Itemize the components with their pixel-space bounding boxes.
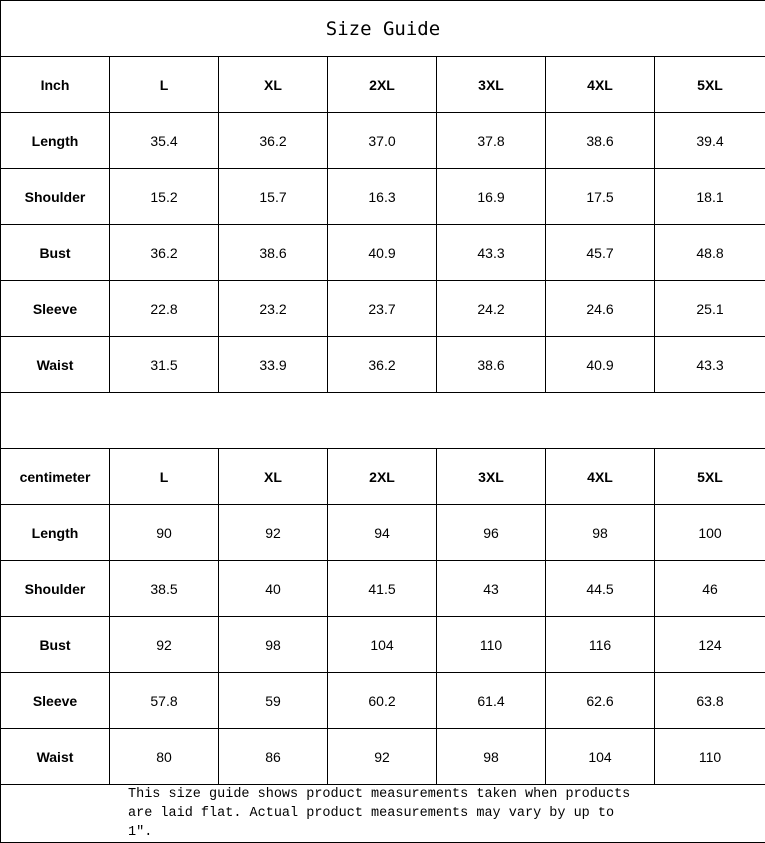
size-header: XL <box>219 449 328 505</box>
measurement-value: 92 <box>110 617 219 673</box>
measurement-value: 43 <box>437 561 546 617</box>
measurement-value: 40.9 <box>328 225 437 281</box>
measurement-value: 124 <box>655 617 765 673</box>
measurement-value: 24.2 <box>437 281 546 337</box>
measurement-value: 36.2 <box>110 225 219 281</box>
note-line-1: This size guide shows product measuremen… <box>128 786 631 802</box>
size-header: L <box>110 57 219 113</box>
measurement-value: 43.3 <box>437 225 546 281</box>
inch-size-table: Inch L XL 2XL 3XL 4XL 5XL Length 35.4 36.2 37.0 37.… <box>1 57 765 393</box>
size-header: 3XL <box>437 57 546 113</box>
centimeter-size-table: centimeter L XL 2XL 3XL 4XL 5XL Length 90 92 94 96 9… <box>1 449 765 785</box>
measurement-label: Bust <box>1 617 110 673</box>
measurement-value: 35.4 <box>110 113 219 169</box>
measurement-value: 25.1 <box>655 281 765 337</box>
measurement-value: 62.6 <box>546 673 655 729</box>
measurement-value: 45.7 <box>546 225 655 281</box>
measurement-value: 24.6 <box>546 281 655 337</box>
measurement-value: 22.8 <box>110 281 219 337</box>
measurement-value: 104 <box>546 729 655 785</box>
measurement-value: 86 <box>219 729 328 785</box>
measurement-value: 36.2 <box>219 113 328 169</box>
measurement-value: 80 <box>110 729 219 785</box>
measurement-value: 98 <box>546 505 655 561</box>
measurement-value: 38.6 <box>219 225 328 281</box>
measurement-value: 44.5 <box>546 561 655 617</box>
page-title: Size Guide <box>1 1 765 57</box>
measurement-value: 61.4 <box>437 673 546 729</box>
measurement-value: 98 <box>437 729 546 785</box>
measurement-value: 38.6 <box>437 337 546 393</box>
measurement-value: 31.5 <box>110 337 219 393</box>
measurement-value: 48.8 <box>655 225 765 281</box>
measurement-label: Length <box>1 113 110 169</box>
measurement-label: Length <box>1 505 110 561</box>
measurement-value: 92 <box>219 505 328 561</box>
measurement-value: 37.0 <box>328 113 437 169</box>
measurement-value: 40 <box>219 561 328 617</box>
note-line-2: are laid flat. Actual product measuremen… <box>128 805 615 840</box>
measurement-value: 37.8 <box>437 113 546 169</box>
measurement-value: 16.9 <box>437 169 546 225</box>
measurement-label: Sleeve <box>1 673 110 729</box>
measurement-label: Bust <box>1 225 110 281</box>
measurement-value: 41.5 <box>328 561 437 617</box>
size-header: 4XL <box>546 449 655 505</box>
measurement-value: 23.7 <box>328 281 437 337</box>
measurement-value: 40.9 <box>546 337 655 393</box>
size-header: 5XL <box>655 449 765 505</box>
measurement-value: 63.8 <box>655 673 765 729</box>
size-header: 2XL <box>328 57 437 113</box>
measurement-value: 57.8 <box>110 673 219 729</box>
measurement-label: Sleeve <box>1 281 110 337</box>
measurement-value: 15.2 <box>110 169 219 225</box>
measurement-value: 59 <box>219 673 328 729</box>
measurement-value: 92 <box>328 729 437 785</box>
size-header: 5XL <box>655 57 765 113</box>
measurement-value: 98 <box>219 617 328 673</box>
size-header: 2XL <box>328 449 437 505</box>
measurement-label: Waist <box>1 729 110 785</box>
measurement-value: 110 <box>437 617 546 673</box>
measurement-value: 60.2 <box>328 673 437 729</box>
unit-header: Inch <box>1 57 110 113</box>
measurement-value: 104 <box>328 617 437 673</box>
measurement-value: 36.2 <box>328 337 437 393</box>
size-header: 4XL <box>546 57 655 113</box>
size-header: 3XL <box>437 449 546 505</box>
measurement-value: 39.4 <box>655 113 765 169</box>
spacer-row <box>1 393 765 449</box>
measurement-label: Shoulder <box>1 169 110 225</box>
measurement-value: 17.5 <box>546 169 655 225</box>
measurement-value: 18.1 <box>655 169 765 225</box>
measurement-value: 15.7 <box>219 169 328 225</box>
measurement-value: 100 <box>655 505 765 561</box>
measurement-value: 16.3 <box>328 169 437 225</box>
measurement-value: 23.2 <box>219 281 328 337</box>
unit-header: centimeter <box>1 449 110 505</box>
measurement-label: Shoulder <box>1 561 110 617</box>
size-header: XL <box>219 57 328 113</box>
measurement-value: 38.5 <box>110 561 219 617</box>
measurement-value: 43.3 <box>655 337 765 393</box>
measurement-label: Waist <box>1 337 110 393</box>
measurement-value: 116 <box>546 617 655 673</box>
measurement-value: 38.6 <box>546 113 655 169</box>
size-header: L <box>110 449 219 505</box>
measurement-note: This size guide shows product measuremen… <box>1 785 765 841</box>
measurement-value: 110 <box>655 729 765 785</box>
measurement-value: 96 <box>437 505 546 561</box>
measurement-value: 94 <box>328 505 437 561</box>
measurement-value: 90 <box>110 505 219 561</box>
measurement-value: 33.9 <box>219 337 328 393</box>
measurement-value: 46 <box>655 561 765 617</box>
